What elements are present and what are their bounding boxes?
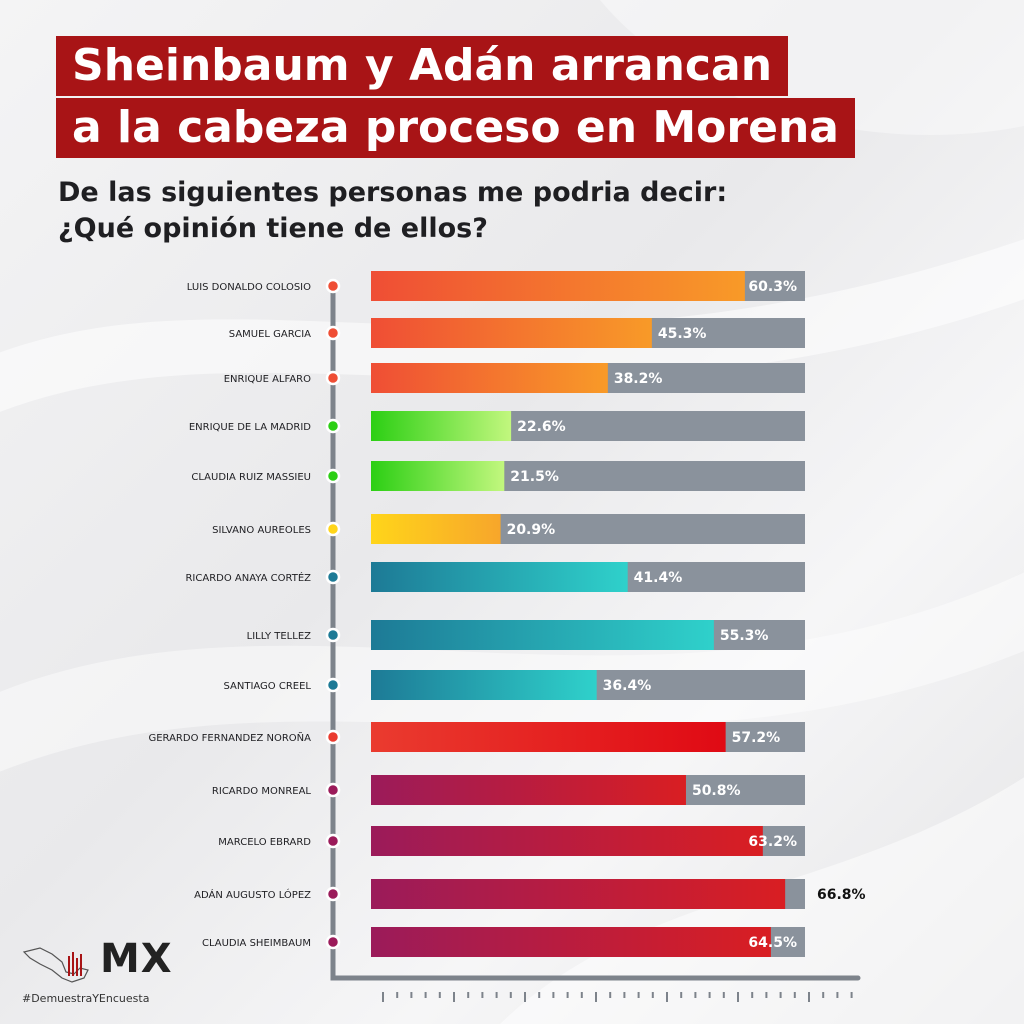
bar-fill — [371, 775, 686, 805]
value-label: 55.3% — [720, 628, 769, 644]
value-label: 60.3% — [748, 279, 797, 295]
row-marker-dot — [325, 886, 341, 902]
bar-fill — [371, 271, 745, 301]
row-marker-dot — [325, 627, 341, 643]
bar-fill — [371, 363, 608, 393]
bar-row-marcelo-ebrard: MARCELO EBRARD 63.2% — [218, 826, 805, 856]
bar-row-santiago-creel: SANTIAGO CREEL 36.4% — [223, 670, 805, 700]
category-label: SANTIAGO CREEL — [223, 681, 311, 692]
category-label: LUIS DONALDO COLOSIO — [187, 282, 311, 293]
bar-fill — [371, 722, 726, 752]
value-label: 38.2% — [614, 371, 663, 387]
category-label: ADÁN AUGUSTO LÓPEZ — [194, 888, 311, 901]
value-label: 36.4% — [603, 678, 652, 694]
category-label: ENRIQUE ALFARO — [224, 374, 311, 385]
row-marker-dot — [325, 934, 341, 950]
bar-row-enrique-alfaro: ENRIQUE ALFARO 38.2% — [224, 363, 805, 393]
value-label: 20.9% — [507, 522, 556, 538]
row-marker-dot — [325, 569, 341, 585]
value-label: 57.2% — [732, 730, 781, 746]
row-marker-dot — [325, 325, 341, 341]
bar-fill — [371, 461, 505, 491]
bar-row-enrique-de-la-madrid: ENRIQUE DE LA MADRID 22.6% — [189, 411, 805, 441]
hashtag: #DemuestraYEncuesta — [22, 992, 150, 1005]
logo-text: MX — [100, 936, 173, 982]
row-marker-dot — [325, 521, 341, 537]
row-marker-dot — [325, 468, 341, 484]
bar-fill — [371, 514, 501, 544]
row-marker-dot — [325, 278, 341, 294]
bars: LUIS DONALDO COLOSIO 60.3% SAMUEL GARCIA 45… — [148, 271, 866, 957]
bar-fill — [371, 620, 714, 650]
value-label: 21.5% — [510, 469, 559, 485]
bar-row-ricardo-anaya-cortez: RICARDO ANAYA CORTÉZ 41.4% — [185, 562, 805, 592]
bar-fill — [371, 411, 512, 441]
category-label: RICARDO MONREAL — [212, 786, 312, 797]
category-label: SAMUEL GARCIA — [229, 329, 311, 340]
mexico-map-icon — [22, 947, 89, 983]
survey-question: De las siguientes personas me podria dec… — [58, 177, 728, 244]
category-label: ENRIQUE DE LA MADRID — [189, 422, 311, 433]
row-marker-dot — [325, 729, 341, 745]
bar-fill — [371, 879, 786, 909]
bar-fill — [371, 826, 763, 856]
bar-fill — [371, 670, 597, 700]
brand-logo: MX — [22, 936, 172, 990]
category-label: CLAUDIA RUIZ MASSIEU — [191, 472, 311, 483]
category-label: GERARDO FERNANDEZ NOROÑA — [148, 731, 311, 744]
bar-fill — [371, 927, 771, 957]
category-label: MARCELO EBRARD — [218, 837, 311, 848]
bar-row-luis-donaldo-colosio: LUIS DONALDO COLOSIO 60.3% — [187, 271, 805, 301]
bar-row-samuel-garcia: SAMUEL GARCIA 45.3% — [229, 318, 805, 348]
value-label: 22.6% — [517, 419, 566, 435]
value-label: 64.5% — [748, 935, 797, 951]
bar-row-ricardo-monreal: RICARDO MONREAL 50.8% — [212, 775, 805, 805]
bar-row-silvano-aureoles: SILVANO AUREOLES 20.9% — [212, 514, 805, 544]
row-marker-dot — [325, 677, 341, 693]
category-label: RICARDO ANAYA CORTÉZ — [185, 571, 311, 584]
bar-row-claudia-ruiz-massieu: CLAUDIA RUIZ MASSIEU 21.5% — [191, 461, 805, 491]
category-label: CLAUDIA SHEIMBAUM — [202, 938, 311, 949]
axis-line — [330, 282, 861, 981]
bar-row-claudia-sheimbaum: CLAUDIA SHEIMBAUM 64.5% — [202, 927, 805, 957]
value-label: 50.8% — [692, 783, 741, 799]
headline: Sheinbaum y Adán arrancan a la cabeza pr… — [56, 36, 855, 158]
chart-axis — [330, 282, 861, 1002]
bar-row-adan-augusto-lopez: ADÁN AUGUSTO LÓPEZ 66.8% — [194, 879, 866, 909]
value-label: 45.3% — [658, 326, 707, 342]
category-label: LILLY TELLEZ — [247, 631, 312, 642]
value-label: 63.2% — [748, 834, 797, 850]
headline-line-2: a la cabeza proceso en Morena — [56, 98, 855, 158]
bar-row-gerardo-fernandez-norona: GERARDO FERNANDEZ NOROÑA 57.2% — [148, 722, 805, 752]
row-marker-dot — [325, 782, 341, 798]
category-label: SILVANO AUREOLES — [212, 525, 311, 536]
headline-line-1: Sheinbaum y Adán arrancan — [56, 36, 789, 96]
row-marker-dot — [325, 370, 341, 386]
value-label: 66.8% — [817, 887, 866, 903]
bar-row-lilly-tellez: LILLY TELLEZ 55.3% — [247, 620, 805, 650]
bar-fill — [371, 318, 652, 348]
row-marker-dot — [325, 833, 341, 849]
row-marker-dot — [325, 418, 341, 434]
value-label: 41.4% — [634, 570, 683, 586]
bar-fill — [371, 562, 628, 592]
